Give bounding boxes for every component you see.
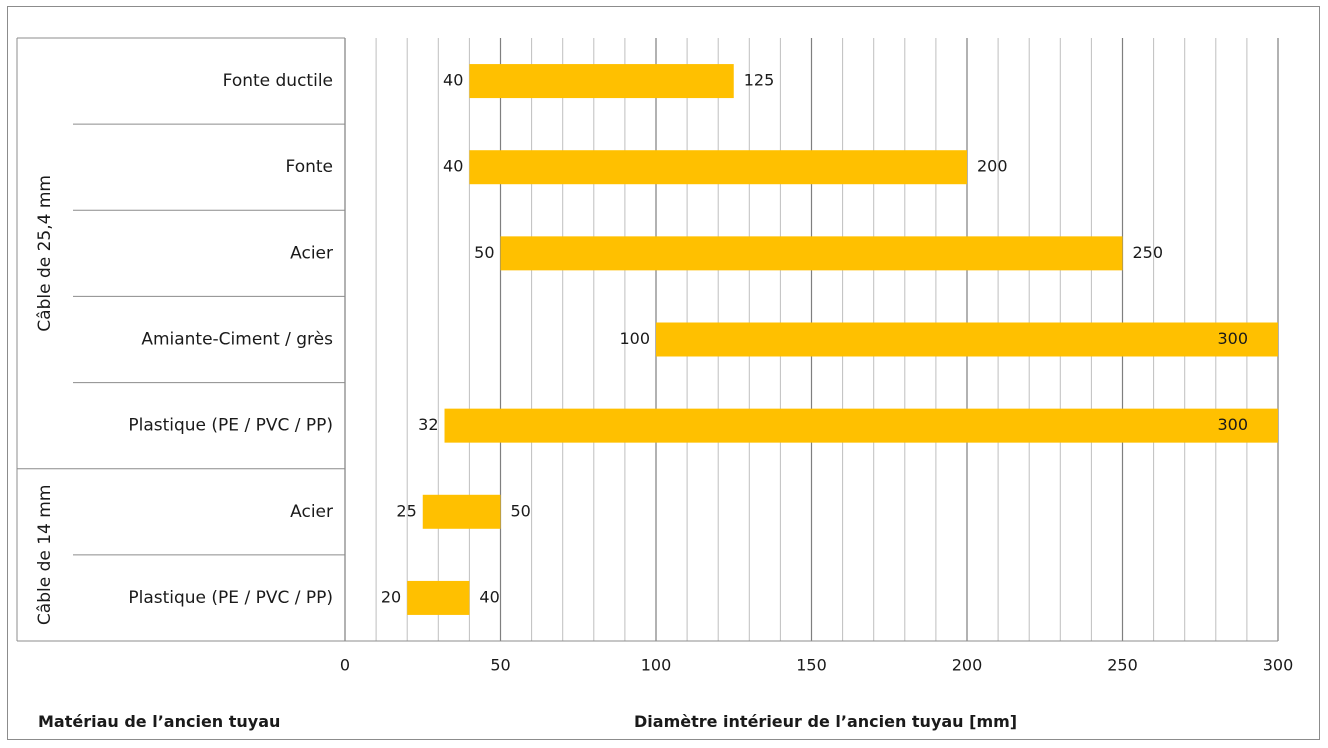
range-bar bbox=[656, 322, 1278, 357]
range-bar bbox=[422, 494, 501, 529]
x-tick-label: 100 bbox=[641, 656, 672, 675]
category-label: Fonte ductile bbox=[223, 71, 333, 91]
range-bar bbox=[500, 236, 1123, 271]
bars bbox=[407, 64, 1278, 615]
max-data-label: 125 bbox=[744, 71, 775, 90]
group-label: Câble de 25,4 mm bbox=[35, 175, 55, 332]
x-tick-label: 300 bbox=[1263, 656, 1294, 675]
x-tick-label: 250 bbox=[1107, 656, 1138, 675]
min-data-label: 100 bbox=[619, 329, 650, 348]
max-data-label: 200 bbox=[977, 157, 1008, 176]
min-data-label: 50 bbox=[474, 243, 494, 262]
group-label: Câble de 14 mm bbox=[35, 485, 55, 625]
range-bar bbox=[469, 64, 734, 99]
range-bar bbox=[407, 580, 470, 615]
category-label: Acier bbox=[290, 243, 333, 263]
max-data-label: 40 bbox=[479, 587, 499, 606]
max-data-label: 50 bbox=[511, 501, 531, 520]
min-data-label: 32 bbox=[418, 415, 438, 434]
range-bar bbox=[469, 150, 967, 185]
x-tick-label: 150 bbox=[796, 656, 827, 675]
x-tick-label: 200 bbox=[952, 656, 983, 675]
category-label: Fonte bbox=[286, 157, 333, 177]
category-label: Plastique (PE / PVC / PP) bbox=[128, 588, 333, 608]
max-data-label: 300 bbox=[1217, 329, 1248, 348]
min-data-label: 40 bbox=[443, 71, 463, 90]
labels: 0 50 100 150 200 250 300 Câble de 25,4 mm Câble … bbox=[35, 71, 1293, 675]
max-data-label: 300 bbox=[1217, 415, 1248, 434]
min-data-label: 20 bbox=[381, 587, 401, 606]
range-bar bbox=[444, 408, 1278, 443]
min-data-label: 40 bbox=[443, 157, 463, 176]
category-label: Amiante-Ciment / grès bbox=[141, 330, 333, 350]
chart-frame bbox=[7, 6, 1320, 740]
y-axis-title: Matériau de l’ancien tuyau bbox=[38, 712, 280, 731]
category-label: Plastique (PE / PVC / PP) bbox=[128, 416, 333, 436]
x-axis-title: Diamètre intérieur de l’ancien tuyau [mm… bbox=[634, 712, 1017, 731]
min-data-label: 25 bbox=[396, 501, 416, 520]
category-label: Acier bbox=[290, 502, 333, 522]
x-tick-label: 50 bbox=[490, 656, 510, 675]
max-data-label: 250 bbox=[1133, 243, 1164, 262]
x-tick-label: 0 bbox=[340, 656, 350, 675]
